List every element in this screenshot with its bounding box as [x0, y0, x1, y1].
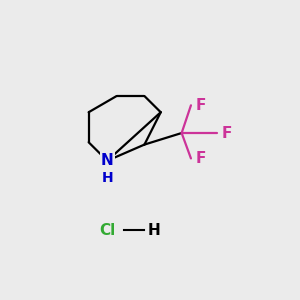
Text: Cl: Cl: [99, 223, 116, 238]
Text: H: H: [101, 171, 113, 185]
Text: F: F: [196, 151, 206, 166]
Text: H: H: [147, 223, 160, 238]
Text: F: F: [196, 98, 206, 113]
Text: F: F: [221, 125, 232, 140]
Text: N: N: [101, 153, 114, 168]
